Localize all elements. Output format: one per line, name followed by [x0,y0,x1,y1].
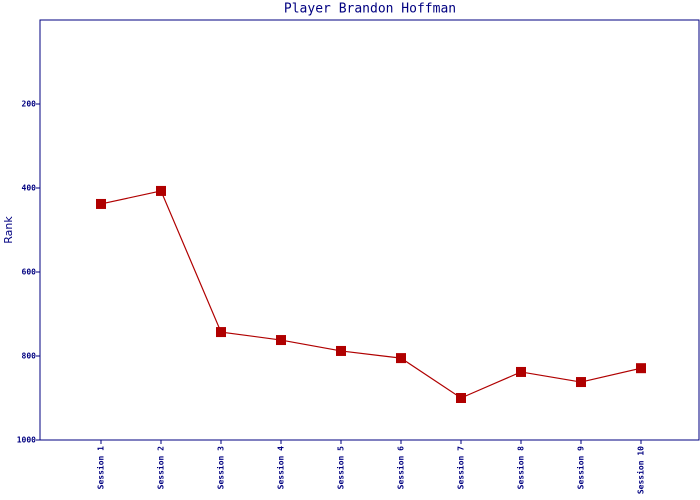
x-tick-label: Session 1 [96,446,106,490]
y-axis-label: Rank [2,216,15,244]
y-tick-label: 800 [22,352,37,361]
point-marker [156,185,166,196]
series-line [100,190,642,399]
point-marker [216,327,226,338]
y-tick-label: 200 [22,100,37,109]
x-tick-label: Session 7 [456,446,466,490]
point-marker [636,363,646,374]
chart-title: Player Brandon Hoffman [284,2,456,17]
y-tick-label: 600 [22,268,37,277]
point-marker [456,393,466,403]
x-tick-label: Session 8 [516,446,526,490]
point-marker [336,345,346,356]
point-marker [396,353,406,364]
point-marker [516,366,526,377]
x-tick-label: Session 6 [396,446,406,490]
x-tick-label: Session 9 [576,446,586,490]
x-tick-label: Session 3 [216,446,226,490]
x-tick-label: Session 4 [276,446,286,490]
x-tick-label: Session 10 [636,446,646,494]
y-tick-label: 400 [22,184,37,193]
x-tick-label: Session 2 [156,446,166,490]
y-tick-label: 1000 [17,436,36,445]
point-marker [576,377,586,388]
x-tick-label: Session 5 [336,446,346,490]
point-marker [96,198,106,209]
plot-frame [39,19,700,441]
point-marker [276,335,286,346]
